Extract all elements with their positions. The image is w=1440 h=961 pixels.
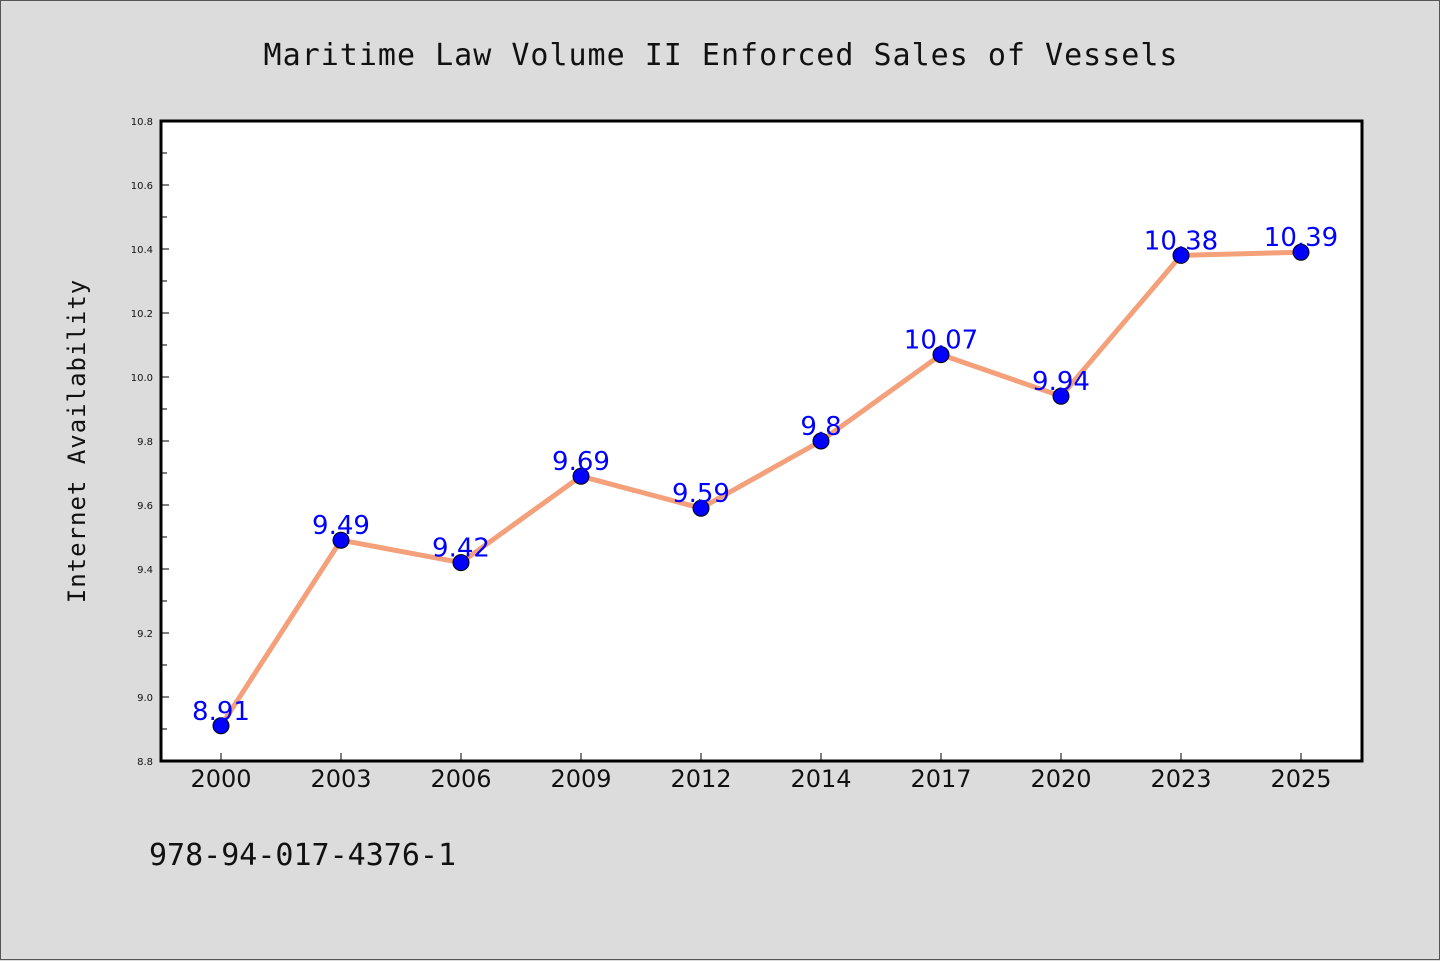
data-label: 9.59 bbox=[672, 479, 730, 509]
data-point bbox=[332, 531, 350, 549]
y-tick-label: 10.0 bbox=[131, 373, 153, 384]
x-tick-label: 2009 bbox=[550, 765, 611, 793]
data-point bbox=[692, 499, 710, 517]
data-label: 10.39 bbox=[1264, 223, 1338, 253]
axis-ticks: 8.8 9.0 9.2 9.4 9.6 9.8 10.0 10.2 10.4 10.6 10.8 20… bbox=[131, 117, 1332, 793]
data-point bbox=[1172, 246, 1190, 264]
x-tick-label: 2000 bbox=[190, 765, 251, 793]
data-point bbox=[1052, 387, 1070, 405]
data-point bbox=[212, 717, 230, 735]
data-point bbox=[1292, 243, 1310, 261]
series-layer bbox=[212, 243, 1310, 735]
data-point bbox=[572, 467, 590, 485]
plot-area bbox=[159, 119, 1364, 763]
data-point bbox=[452, 554, 470, 572]
x-tick-label: 2025 bbox=[1270, 765, 1331, 793]
x-tick-label: 2012 bbox=[670, 765, 731, 793]
y-tick-label: 9.4 bbox=[137, 565, 153, 576]
y-axis-label: Internet Availability bbox=[63, 279, 91, 603]
y-tick-label: 9.8 bbox=[137, 437, 153, 448]
x-tick-label: 2014 bbox=[790, 765, 851, 793]
y-tick-label: 10.2 bbox=[131, 309, 153, 320]
x-tick-label: 2017 bbox=[910, 765, 971, 793]
isbn-text: 978-94-017-4376-1 bbox=[149, 838, 456, 873]
data-point bbox=[932, 346, 950, 364]
y-tick-label: 9.0 bbox=[137, 693, 153, 704]
y-tick-label: 10.8 bbox=[131, 117, 153, 128]
data-label: 9.42 bbox=[432, 534, 490, 564]
data-label: 8.91 bbox=[192, 697, 250, 727]
x-tick-label: 2020 bbox=[1030, 765, 1091, 793]
data-label: 9.49 bbox=[312, 511, 370, 541]
data-label: 9.8 bbox=[800, 412, 841, 442]
x-tick-label: 2006 bbox=[430, 765, 491, 793]
data-point bbox=[812, 432, 830, 450]
data-labels: 8.91 9.49 9.42 9.69 9.59 9.8 10.07 9.94 10.38 10.… bbox=[192, 223, 1338, 727]
series-line bbox=[218, 249, 1304, 729]
data-label: 10.38 bbox=[1144, 226, 1218, 256]
y-tick-label: 10.4 bbox=[131, 245, 153, 256]
data-label: 9.69 bbox=[552, 447, 610, 477]
x-tick-label: 2003 bbox=[310, 765, 371, 793]
chart-title: Maritime Law Volume II Enforced Sales of… bbox=[264, 38, 1179, 73]
y-tick-label: 10.6 bbox=[131, 181, 153, 192]
x-tick-label: 2023 bbox=[1150, 765, 1211, 793]
y-tick-label: 9.2 bbox=[137, 629, 153, 640]
y-tick-label: 9.6 bbox=[137, 501, 153, 512]
y-tick-label: 8.8 bbox=[137, 757, 153, 768]
data-label: 9.94 bbox=[1032, 367, 1090, 397]
data-label: 10.07 bbox=[904, 326, 978, 356]
